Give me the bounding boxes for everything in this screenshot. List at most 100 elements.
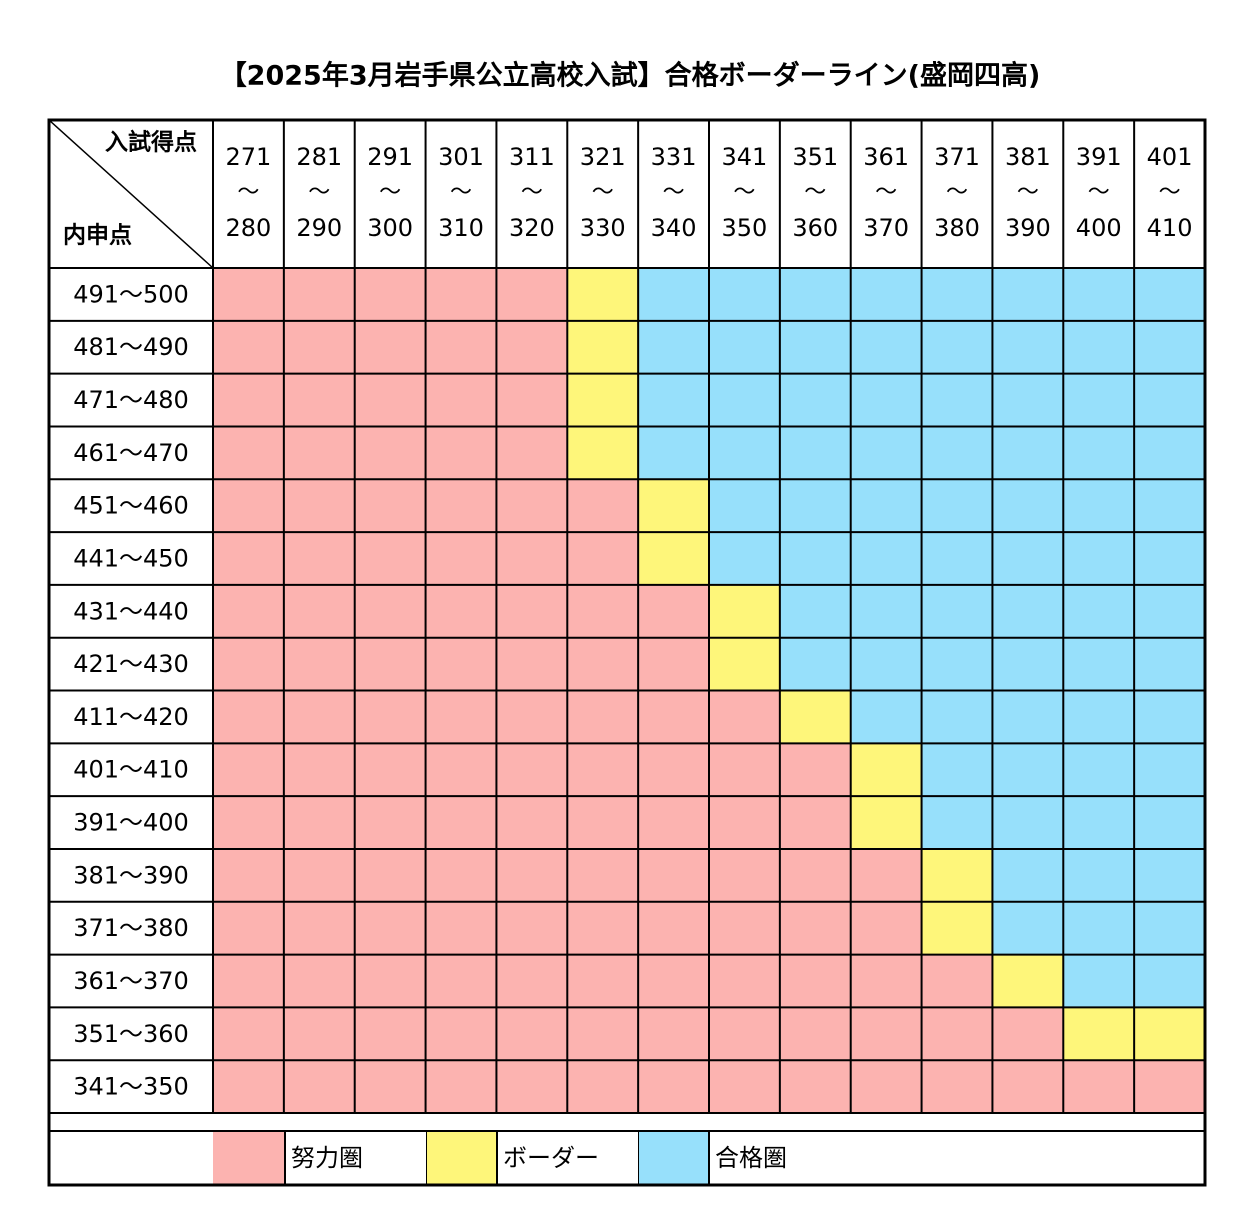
row-label: 461～470	[73, 439, 189, 467]
cell	[850, 901, 922, 955]
col-to: 380	[934, 214, 980, 242]
cell	[496, 373, 568, 427]
cell	[567, 637, 639, 691]
cell	[354, 848, 426, 902]
row-label: 341～350	[73, 1073, 189, 1101]
cell	[709, 268, 780, 321]
cell	[779, 1060, 851, 1113]
cell	[425, 268, 497, 321]
cell	[921, 584, 993, 638]
col-from: 391	[1076, 143, 1122, 171]
col-from: 271	[226, 143, 272, 171]
col-from: 291	[367, 143, 413, 171]
cell	[496, 532, 568, 585]
cell	[283, 584, 355, 638]
cell	[850, 532, 922, 585]
cell	[779, 479, 851, 533]
cell	[921, 954, 993, 1008]
cell	[567, 426, 639, 480]
cell	[496, 796, 568, 849]
cell	[921, 479, 993, 533]
cell	[354, 584, 426, 638]
cell	[992, 532, 1064, 585]
cell	[709, 743, 780, 797]
legend-label: 合格圏	[715, 1144, 787, 1172]
cell	[709, 954, 780, 1008]
cell	[425, 1060, 497, 1113]
cell	[425, 479, 497, 533]
cell	[567, 796, 639, 849]
cell	[638, 743, 709, 797]
cell	[921, 796, 993, 849]
cell	[354, 320, 426, 374]
cell	[779, 796, 851, 849]
cell	[992, 584, 1064, 638]
cell	[283, 796, 355, 849]
cell	[921, 637, 993, 691]
cell	[283, 901, 355, 955]
cell	[850, 796, 922, 849]
cell	[921, 690, 993, 744]
cell	[1134, 637, 1205, 691]
cell	[213, 1007, 284, 1061]
cell	[213, 426, 284, 480]
cell	[283, 637, 355, 691]
col-sep: ～	[875, 180, 897, 205]
cell	[779, 637, 851, 691]
cell	[921, 1060, 993, 1113]
col-from: 301	[438, 143, 484, 171]
cell	[213, 479, 284, 533]
col-to: 340	[651, 214, 697, 242]
col-to: 310	[438, 214, 484, 242]
cell	[992, 954, 1064, 1008]
cell	[425, 901, 497, 955]
cell	[992, 479, 1064, 533]
row-label: 361～370	[73, 967, 189, 995]
row-label: 491～500	[73, 280, 189, 308]
cell	[213, 584, 284, 638]
cell	[1063, 320, 1135, 374]
cell	[213, 954, 284, 1008]
cell	[213, 268, 284, 321]
table-border	[47, 118, 1207, 1187]
col-to: 320	[509, 214, 555, 242]
cell	[709, 320, 780, 374]
cell	[425, 848, 497, 902]
cell	[779, 954, 851, 1008]
cell	[992, 796, 1064, 849]
cell	[1063, 637, 1135, 691]
cell	[779, 268, 851, 321]
cell	[283, 954, 355, 1008]
col-to: 360	[792, 214, 838, 242]
cell	[779, 1007, 851, 1061]
cell	[709, 532, 780, 585]
cell	[496, 584, 568, 638]
cell	[638, 532, 709, 585]
cell	[567, 268, 639, 321]
corner-top: 入試得点	[105, 129, 197, 156]
cell	[850, 954, 922, 1008]
col-sep: ～	[1088, 180, 1110, 205]
col-sep: ～	[237, 180, 259, 205]
cell	[283, 479, 355, 533]
col-to: 280	[226, 214, 272, 242]
cell	[921, 426, 993, 480]
cell	[496, 479, 568, 533]
cell	[1134, 743, 1205, 797]
cell	[283, 1007, 355, 1061]
cell	[354, 954, 426, 1008]
cell	[425, 373, 497, 427]
cell	[638, 584, 709, 638]
cell	[567, 901, 639, 955]
cell	[850, 690, 922, 744]
cell	[1134, 426, 1205, 480]
cell	[850, 268, 922, 321]
cell	[1134, 954, 1205, 1008]
col-to: 410	[1147, 214, 1193, 242]
cell	[425, 637, 497, 691]
cell	[1134, 1007, 1205, 1061]
cell	[1063, 479, 1135, 533]
cell	[709, 373, 780, 427]
cell	[850, 373, 922, 427]
cell	[850, 479, 922, 533]
